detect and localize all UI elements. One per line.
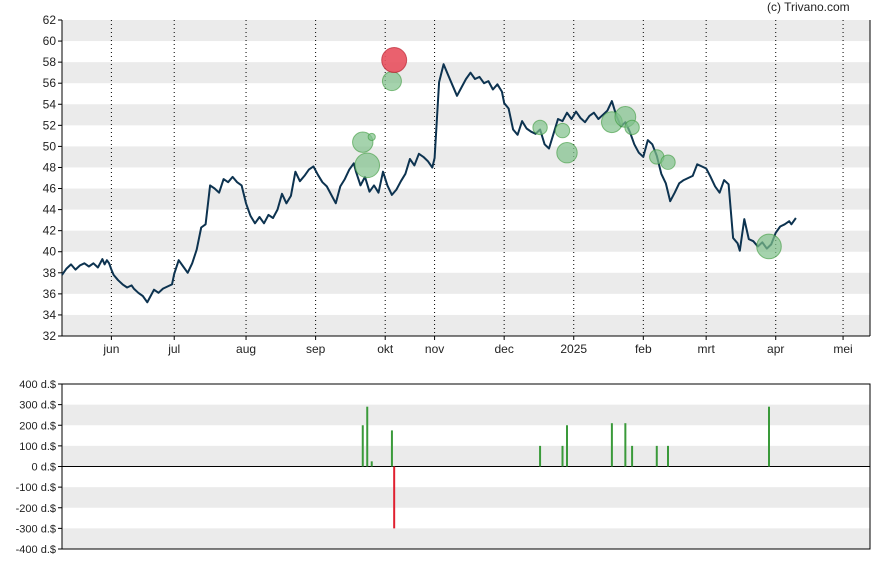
volume-y-tick-label: 100 d.$ bbox=[19, 441, 56, 453]
price-grid-band bbox=[62, 104, 870, 126]
y-tick-label: 48 bbox=[43, 160, 57, 174]
price-grid-band bbox=[62, 188, 870, 210]
y-tick-label: 52 bbox=[43, 118, 57, 132]
buy-trade-bubble bbox=[624, 119, 640, 136]
price-grid-band bbox=[62, 146, 870, 168]
credit-text: (c) Trivano.com bbox=[767, 0, 850, 14]
buy-trade-bubble bbox=[381, 71, 402, 92]
y-tick-label: 56 bbox=[43, 76, 57, 90]
x-tick-label: mrt bbox=[697, 342, 715, 356]
y-tick-label: 46 bbox=[43, 182, 57, 196]
x-tick-label: apr bbox=[767, 342, 784, 356]
volume-y-tick-label: -200 d.$ bbox=[16, 503, 56, 515]
x-tick-label: 2025 bbox=[560, 342, 587, 356]
volume-grid-band bbox=[62, 528, 870, 549]
buy-trade-bubble bbox=[660, 154, 676, 170]
volume-grid-band bbox=[62, 445, 870, 467]
x-tick-label: okt bbox=[377, 342, 394, 356]
x-tick-label: feb bbox=[635, 342, 652, 356]
y-tick-label: 34 bbox=[43, 308, 57, 322]
y-tick-label: 62 bbox=[43, 13, 57, 27]
buy-trade-bubble bbox=[354, 152, 381, 179]
y-tick-label: 50 bbox=[43, 139, 57, 153]
volume-y-tick-label: -300 d.$ bbox=[16, 523, 56, 535]
buy-trade-bubble bbox=[756, 233, 782, 260]
volume-y-tick-label: 300 d.$ bbox=[19, 400, 56, 412]
y-tick-label: 60 bbox=[43, 34, 57, 48]
y-tick-label: 44 bbox=[43, 203, 57, 217]
y-tick-label: 38 bbox=[43, 266, 57, 280]
volume-y-tick-label: 200 d.$ bbox=[19, 420, 56, 432]
volume-y-tick-label: 400 d.$ bbox=[19, 379, 56, 391]
price-grid-band bbox=[62, 314, 870, 336]
x-tick-label: jun bbox=[102, 342, 119, 356]
y-tick-label: 36 bbox=[43, 287, 57, 301]
price-grid-band bbox=[62, 272, 870, 294]
y-tick-label: 40 bbox=[43, 245, 57, 259]
buy-trade-bubble bbox=[367, 132, 376, 142]
volume-y-tick-label: -400 d.$ bbox=[16, 544, 56, 556]
price-line bbox=[61, 63, 797, 304]
y-tick-label: 32 bbox=[43, 329, 57, 343]
sell-trade-bubble bbox=[381, 47, 408, 74]
y-tick-label: 58 bbox=[43, 55, 57, 69]
y-tick-label: 42 bbox=[43, 224, 57, 238]
price-grid-band bbox=[62, 230, 870, 252]
volume-frame bbox=[61, 383, 871, 550]
x-tick-label: sep bbox=[306, 342, 326, 356]
x-tick-label: aug bbox=[236, 342, 256, 356]
buy-trade-bubble bbox=[532, 119, 548, 136]
volume-grid-band bbox=[62, 487, 870, 508]
buy-trade-bubble bbox=[554, 122, 571, 139]
y-tick-label: 54 bbox=[43, 97, 57, 111]
buy-trade-bubble bbox=[556, 142, 578, 164]
x-tick-label: nov bbox=[425, 342, 444, 356]
volume-y-tick-label: -100 d.$ bbox=[16, 482, 56, 494]
volume-y-tick-label: 0 d.$ bbox=[32, 462, 56, 474]
x-tick-label: mei bbox=[833, 342, 852, 356]
price-grid-band bbox=[62, 62, 870, 84]
price-grid-band bbox=[62, 20, 870, 42]
volume-grid-band bbox=[62, 404, 870, 426]
x-tick-label: jul bbox=[167, 342, 180, 356]
x-tick-label: dec bbox=[494, 342, 513, 356]
